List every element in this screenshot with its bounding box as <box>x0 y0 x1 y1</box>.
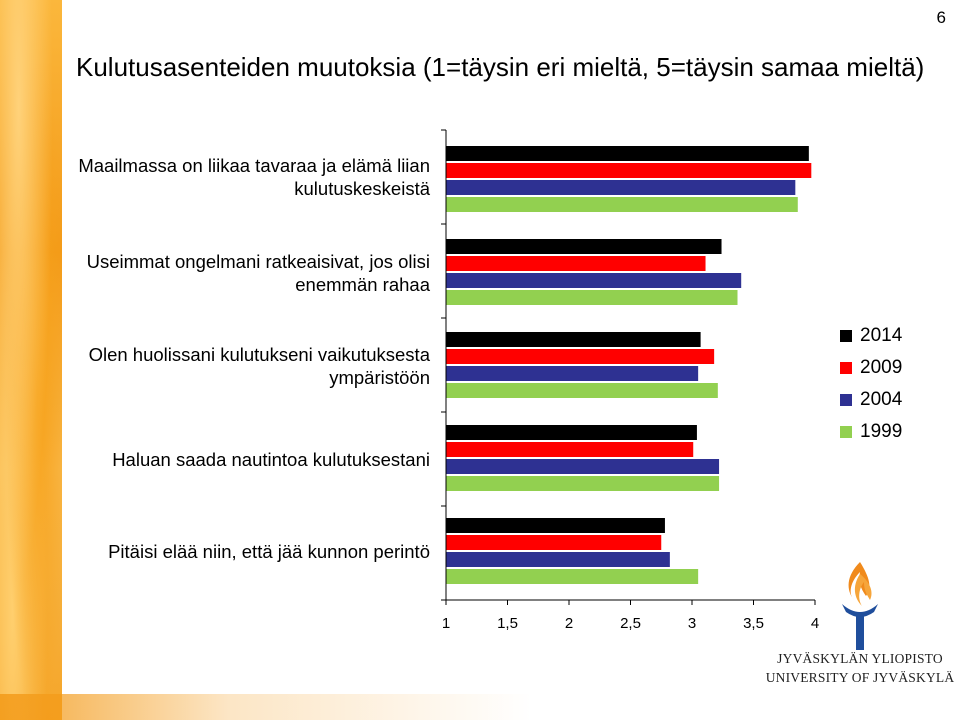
category-label-5: Pitäisi elää niin, että jää kunnon perin… <box>108 541 430 562</box>
bar-2004-category-1 <box>446 180 796 195</box>
slide-title: Kulutusasenteiden muutoksia (1=täysin er… <box>76 52 925 82</box>
bar-2014-category-2 <box>446 239 722 254</box>
bar-2009-category-2 <box>446 256 706 271</box>
legend-swatch-2009 <box>840 362 852 374</box>
legend-item-2014: 2014 <box>840 320 902 352</box>
legend-swatch-1999 <box>840 426 852 438</box>
category-label-4: Haluan saada nautintoa kulutuksestani <box>112 449 430 470</box>
x-tick-label: 4 <box>811 615 819 632</box>
bar-1999-category-4 <box>446 476 720 491</box>
university-name-en: UNIVERSITY OF JYVÄSKYLÄ <box>765 670 955 685</box>
category-label-3: Olen huolissani kulutukseni vaikutuksest… <box>88 344 430 388</box>
legend-item-2009: 2009 <box>840 352 902 384</box>
bar-2014-category-4 <box>446 425 697 440</box>
legend-swatch-2014 <box>840 330 852 342</box>
bottom-decorative-band <box>0 694 760 720</box>
bar-2009-category-1 <box>446 163 812 178</box>
bars-layer <box>446 146 812 584</box>
bar-2004-category-2 <box>446 273 742 288</box>
x-tick-label: 2,5 <box>620 615 641 632</box>
category-label-2: Useimmat ongelmani ratkeaisivat, jos oli… <box>86 251 430 295</box>
bar-2004-category-5 <box>446 552 670 567</box>
bar-2014-category-5 <box>446 518 665 533</box>
legend-label-2004: 2004 <box>860 389 903 410</box>
bar-2009-category-3 <box>446 349 715 364</box>
bar-1999-category-1 <box>446 197 798 212</box>
bar-1999-category-3 <box>446 383 718 398</box>
x-tick-label: 3 <box>688 615 696 632</box>
x-tick-label: 3,5 <box>743 615 764 632</box>
legend-item-2004: 2004 <box>840 384 902 416</box>
x-tick-label: 2 <box>565 615 573 632</box>
bar-2004-category-3 <box>446 366 699 381</box>
category-label-1: Maailmassa on liikaa tavaraa ja elämä li… <box>78 155 430 199</box>
bar-1999-category-2 <box>446 290 738 305</box>
bar-2009-category-5 <box>446 535 662 550</box>
bar-2014-category-1 <box>446 146 809 161</box>
torch-flame-icon <box>842 562 878 650</box>
legend-label-1999: 1999 <box>860 421 903 442</box>
bar-2004-category-4 <box>446 459 720 474</box>
x-tick-label: 1 <box>442 615 450 632</box>
left-decorative-band <box>0 0 62 720</box>
university-name-fi: JYVÄSKYLÄN YLIOPISTO <box>777 651 943 666</box>
page-number: 6 <box>936 8 946 27</box>
x-ticks-layer: 1 1,5 2 2,5 3 3,5 4 <box>441 129 819 632</box>
chart-legend: 2014 2009 2004 1999 <box>840 320 902 448</box>
bar-1999-category-5 <box>446 569 699 584</box>
bar-2014-category-3 <box>446 332 701 347</box>
x-tick-label: 1,5 <box>497 615 518 632</box>
legend-label-2009: 2009 <box>860 357 903 378</box>
legend-swatch-2004 <box>840 394 852 406</box>
bar-2009-category-4 <box>446 442 694 457</box>
legend-item-1999: 1999 <box>840 416 902 448</box>
legend-label-2014: 2014 <box>860 325 903 346</box>
